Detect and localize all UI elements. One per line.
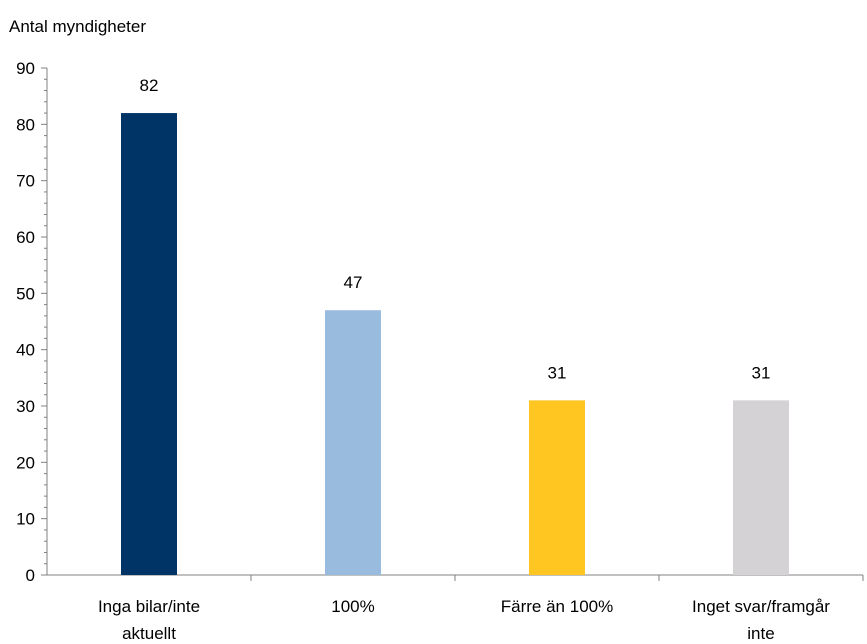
x-tick-label: Inget svar/framgår (692, 597, 830, 616)
bar (121, 113, 177, 576)
y-tick-label: 30 (16, 397, 35, 416)
data-label: 31 (752, 363, 771, 382)
data-label: 31 (548, 363, 567, 382)
y-tick-label: 20 (16, 453, 35, 472)
data-label: 47 (344, 273, 363, 292)
y-tick-label: 60 (16, 228, 35, 247)
y-tick-label: 40 (16, 341, 35, 360)
bars (121, 113, 789, 576)
y-tick-label: 70 (16, 172, 35, 191)
bar (529, 400, 585, 575)
data-label: 82 (140, 76, 159, 95)
bar (325, 310, 381, 575)
data-labels: 82 47 31 31 (140, 76, 771, 382)
x-tick-label: 100% (331, 597, 374, 616)
y-tick-label: 80 (16, 115, 35, 134)
tick-labels: 0 10 20 30 40 50 60 70 80 90 Inga bilar/inte aktuel… (16, 59, 830, 643)
y-axis-label: Antal myndigheter (9, 17, 147, 36)
axes (41, 67, 864, 581)
y-tick-label: 50 (16, 284, 35, 303)
y-tick-label: 0 (26, 566, 35, 585)
bar (733, 400, 789, 575)
x-tick-label: inte (747, 624, 774, 643)
x-tick-label: aktuellt (122, 624, 176, 643)
y-tick-label: 90 (16, 59, 35, 78)
y-tick-label: 10 (16, 510, 35, 529)
x-tick-label: Färre än 100% (501, 597, 613, 616)
x-tick-label: Inga bilar/inte (98, 597, 200, 616)
